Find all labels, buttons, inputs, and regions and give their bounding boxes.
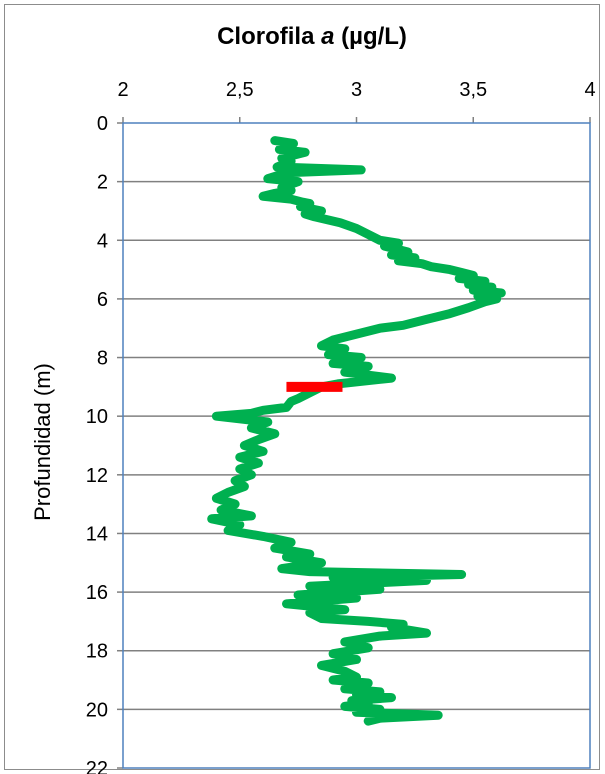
y-tick-label-6: 6 <box>97 289 108 311</box>
x-tick-label-2: 2 <box>117 79 128 101</box>
y-tick-label-18: 18 <box>86 641 108 663</box>
series-layer <box>207 136 506 726</box>
x-tick-label-3: 3 <box>351 79 362 101</box>
chart-title-main: Clorofila <box>217 23 321 50</box>
y-tick-label-16: 16 <box>86 582 108 604</box>
y-tick-label-20: 20 <box>86 699 108 721</box>
y-tick-label-8: 8 <box>97 348 108 370</box>
y-tick-label-14: 14 <box>86 523 108 545</box>
x-tick-label-3,5: 3,5 <box>459 79 487 101</box>
chart-title-italic: a <box>321 23 334 50</box>
y-tick-label-2: 2 <box>97 172 108 194</box>
y-tick-label-22: 22 <box>86 758 108 774</box>
x-tick-label-4: 4 <box>584 79 595 101</box>
y-tick-label-0: 0 <box>97 113 108 135</box>
chart-title: Clorofila a (µg/L) <box>217 23 407 50</box>
series-line-0 <box>207 136 506 726</box>
chart-title-unit: (µg/L) <box>334 23 406 50</box>
x-tick-label-2,5: 2,5 <box>226 79 254 101</box>
y-tick-label-12: 12 <box>86 465 108 487</box>
y-tick-label-10: 10 <box>86 406 108 428</box>
y-tick-label-4: 4 <box>97 230 108 252</box>
plot-area-border <box>122 122 591 769</box>
grid-lines <box>117 117 591 769</box>
y-axis-title: Profundidad (m) <box>30 363 55 521</box>
